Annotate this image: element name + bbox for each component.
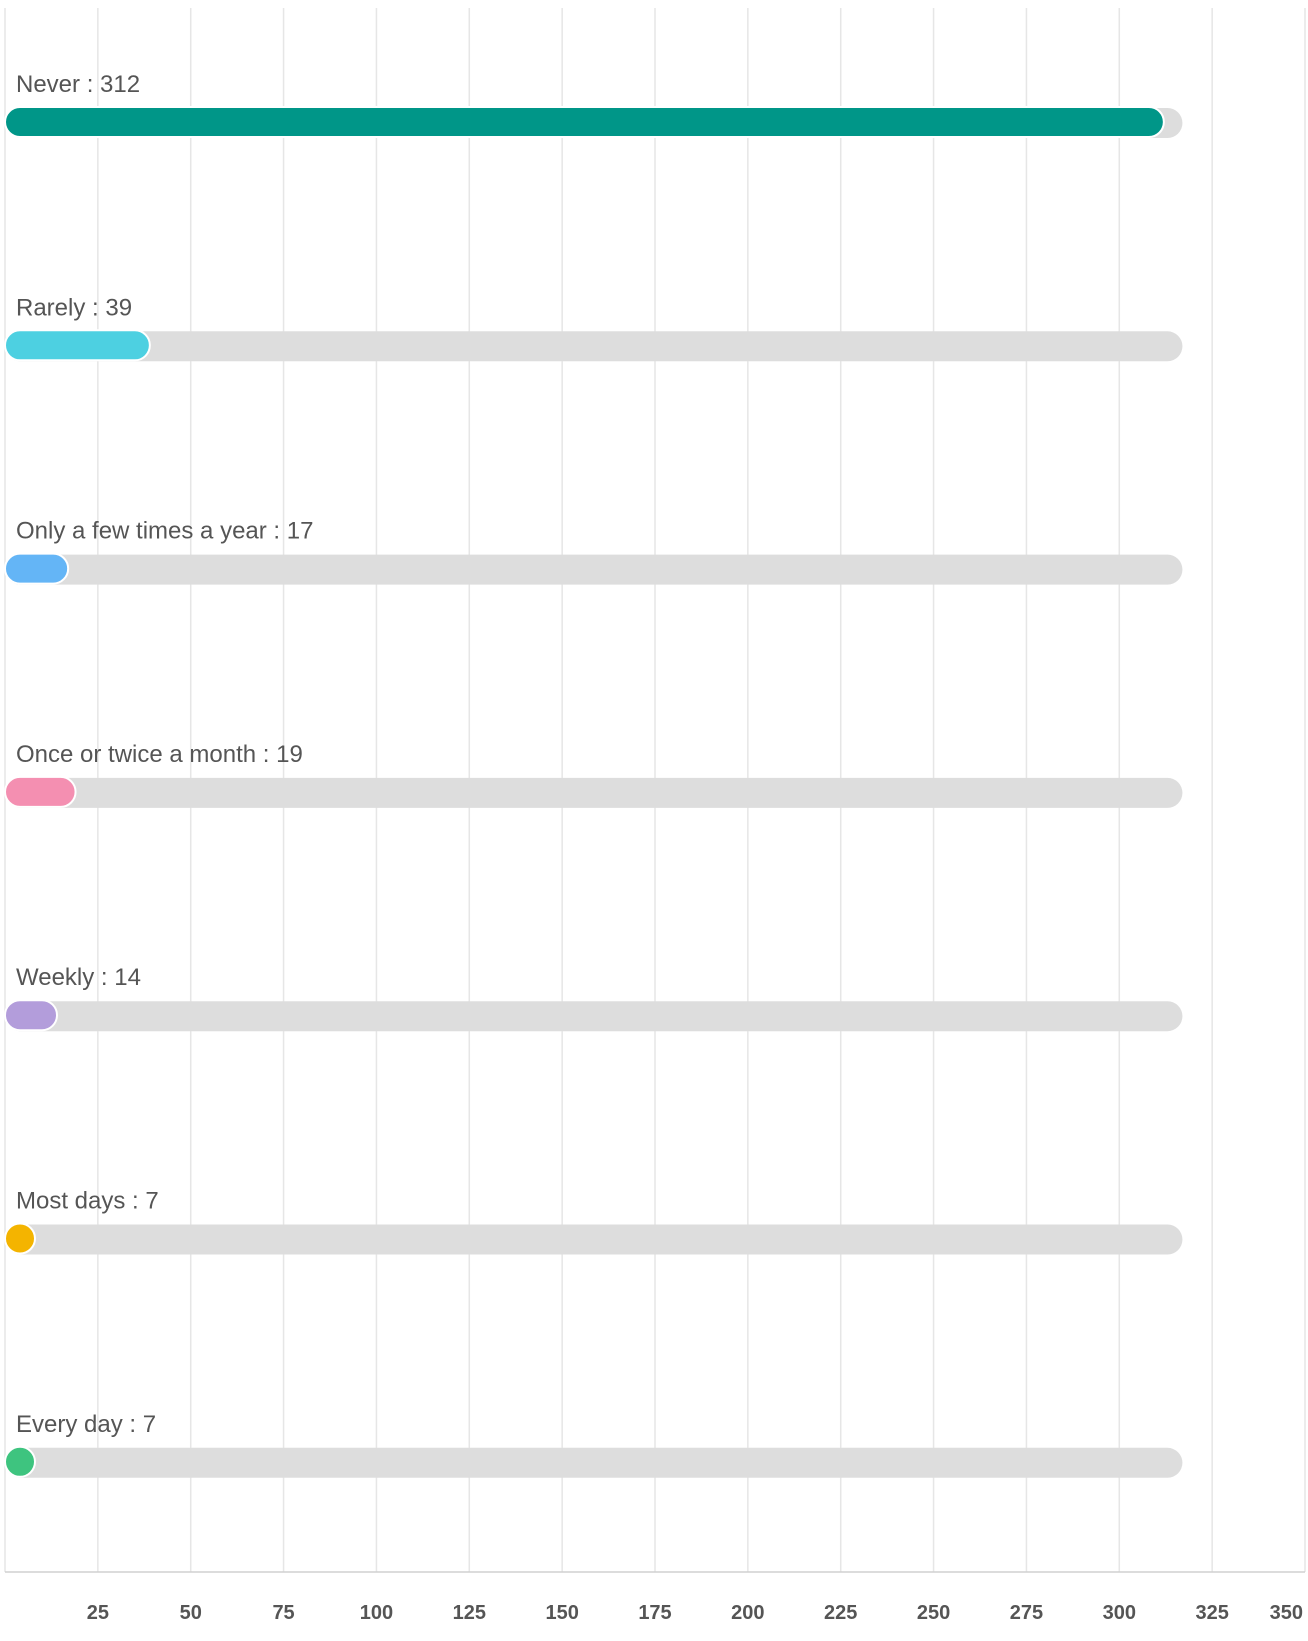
x-tick-label: 225 (824, 1602, 857, 1624)
x-axis-ticks: 25 50 75 100 125 150 175 200 225 250 275 300 325 350 (87, 1602, 1303, 1624)
bar-label: Once or twice a month : 19 (16, 741, 303, 768)
x-tick-label: 100 (360, 1602, 393, 1624)
x-tick-label: 175 (638, 1602, 671, 1624)
bar-group: Every day : 7 (4, 1411, 1183, 1478)
bar-group: Rarely : 39 (4, 294, 1183, 362)
bar[interactable] (4, 775, 77, 808)
bar-track (5, 1001, 1183, 1032)
bars: Never : 312 Rarely : 39 Only a few times a… (4, 71, 1183, 1478)
bar-track (5, 1224, 1183, 1255)
bar[interactable] (4, 329, 151, 362)
bar-label: Never : 312 (16, 71, 140, 98)
bar-label: Only a few times a year : 17 (16, 518, 313, 545)
x-tick-label: 75 (272, 1602, 294, 1624)
x-tick-label: 325 (1195, 1602, 1228, 1624)
x-tick-label: 150 (545, 1602, 578, 1624)
bar-group: Once or twice a month : 19 (4, 741, 1183, 808)
bar-label: Rarely : 39 (16, 294, 132, 321)
bar-label: Weekly : 14 (16, 964, 141, 991)
x-tick-label: 275 (1010, 1602, 1043, 1624)
x-tick-label: 350 (1270, 1602, 1303, 1624)
bar-group: Only a few times a year : 17 (4, 518, 1183, 585)
bar[interactable] (4, 999, 58, 1032)
bar-track (5, 331, 1183, 362)
bar[interactable] (4, 1222, 36, 1255)
x-tick-label: 300 (1103, 1602, 1136, 1624)
bar[interactable] (4, 106, 1165, 138)
bar-group: Never : 312 (4, 71, 1183, 138)
bar-track (5, 554, 1183, 585)
bar-label: Most days : 7 (16, 1188, 159, 1215)
bar[interactable] (4, 552, 70, 585)
x-tick-label: 50 (180, 1602, 202, 1624)
x-tick-label: 125 (453, 1602, 486, 1624)
bar-group: Weekly : 14 (4, 964, 1183, 1032)
bar-track (5, 777, 1183, 808)
x-tick-label: 200 (731, 1602, 764, 1624)
x-tick-label: 25 (87, 1602, 109, 1624)
x-tick-label: 250 (917, 1602, 950, 1624)
bar-track (5, 1447, 1183, 1478)
bar-group: Most days : 7 (4, 1188, 1183, 1255)
bar-label: Every day : 7 (16, 1411, 156, 1438)
bar[interactable] (4, 1445, 36, 1478)
